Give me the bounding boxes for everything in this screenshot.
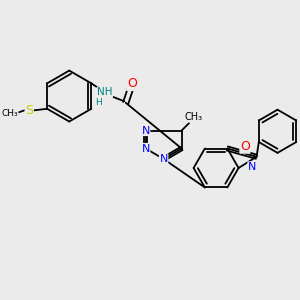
Text: CH₃: CH₃: [184, 112, 203, 122]
Text: N: N: [160, 154, 168, 164]
Text: O: O: [240, 140, 250, 153]
Text: CH₃: CH₃: [2, 109, 18, 118]
Text: H: H: [95, 98, 102, 107]
Text: O: O: [127, 77, 137, 90]
Text: N: N: [248, 162, 256, 172]
Text: N: N: [142, 143, 150, 154]
Text: S: S: [25, 104, 33, 117]
Text: N: N: [142, 125, 150, 136]
Text: NH: NH: [97, 87, 112, 97]
